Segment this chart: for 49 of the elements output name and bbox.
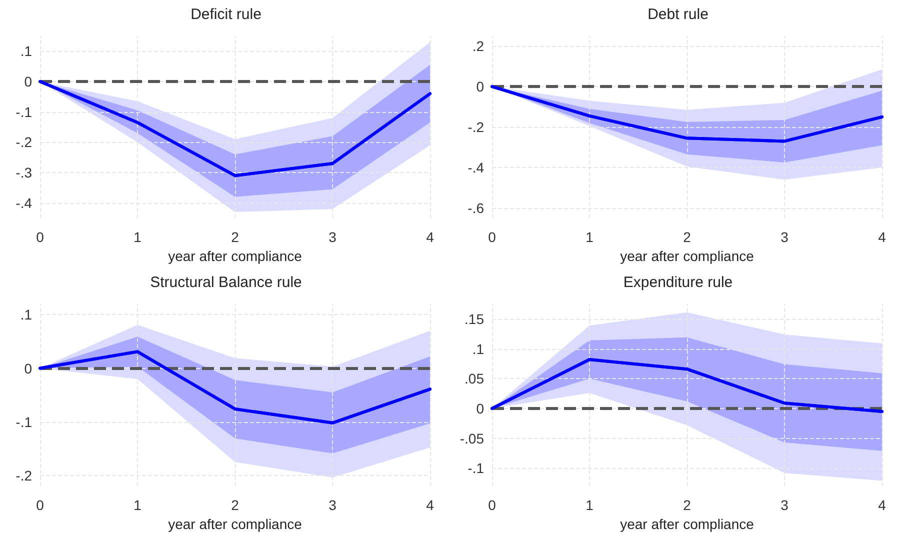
x-tick-label: 1	[586, 497, 594, 514]
x-tick-label: 1	[134, 229, 142, 246]
y-tick-label: .2	[472, 38, 484, 54]
x-tick-label: 0	[488, 229, 496, 246]
y-tick-label: -.1	[468, 460, 484, 476]
chart-title: Deficit rule	[190, 6, 262, 23]
y-tick-label: -.05	[460, 430, 484, 446]
x-tick-label: 2	[683, 497, 692, 514]
y-tick-label: -.3	[16, 164, 32, 181]
x-tick-label: 1	[134, 497, 142, 514]
y-tick-label: 0	[24, 74, 32, 90]
y-tick-label: -.1	[16, 104, 32, 120]
y-tick-label: -.4	[468, 160, 484, 176]
y-tick-label: 0	[476, 400, 484, 416]
x-tick-label: 3	[328, 497, 337, 514]
x-tick-label: 3	[780, 497, 789, 514]
chart-title: Debt rule	[648, 6, 708, 23]
x-axis-title: year after compliance	[620, 248, 754, 264]
x-tick-label: 0	[488, 497, 496, 514]
y-tick-label: 0	[476, 78, 484, 95]
y-tick-label: -.1	[16, 414, 32, 430]
x-tick-label: 3	[328, 229, 337, 246]
x-tick-label: 3	[780, 229, 789, 246]
chart-title: Expenditure rule	[623, 274, 733, 291]
x-tick-label: 4	[426, 229, 434, 246]
chart-title: Structural Balance rule	[150, 274, 302, 291]
y-tick-label: -.2	[468, 119, 484, 136]
x-tick-label: 1	[586, 229, 594, 246]
x-axis-title: year after compliance	[620, 516, 754, 532]
x-tick-label: 0	[36, 229, 44, 246]
y-tick-label: 0	[24, 360, 32, 376]
y-tick-label: .1	[472, 340, 484, 357]
x-tick-label: 4	[426, 497, 434, 514]
y-tick-label: .1	[20, 43, 32, 60]
y-tick-label: .1	[20, 306, 32, 323]
x-axis-title: year after compliance	[168, 248, 302, 264]
x-axis-title: year after compliance	[168, 516, 302, 532]
y-tick-label: .05	[464, 370, 484, 387]
x-tick-label: 2	[231, 497, 240, 514]
x-tick-label: 2	[231, 229, 240, 246]
x-tick-label: 2	[683, 229, 692, 246]
y-tick-label: -.6	[468, 200, 484, 216]
y-tick-label: -.4	[16, 194, 32, 211]
y-tick-label: .15	[464, 310, 484, 327]
y-tick-label: -.2	[16, 134, 32, 150]
x-tick-label: 4	[878, 229, 886, 246]
y-tick-label: -.2	[16, 467, 32, 484]
x-tick-label: 0	[36, 497, 44, 514]
x-tick-label: 4	[878, 497, 886, 514]
